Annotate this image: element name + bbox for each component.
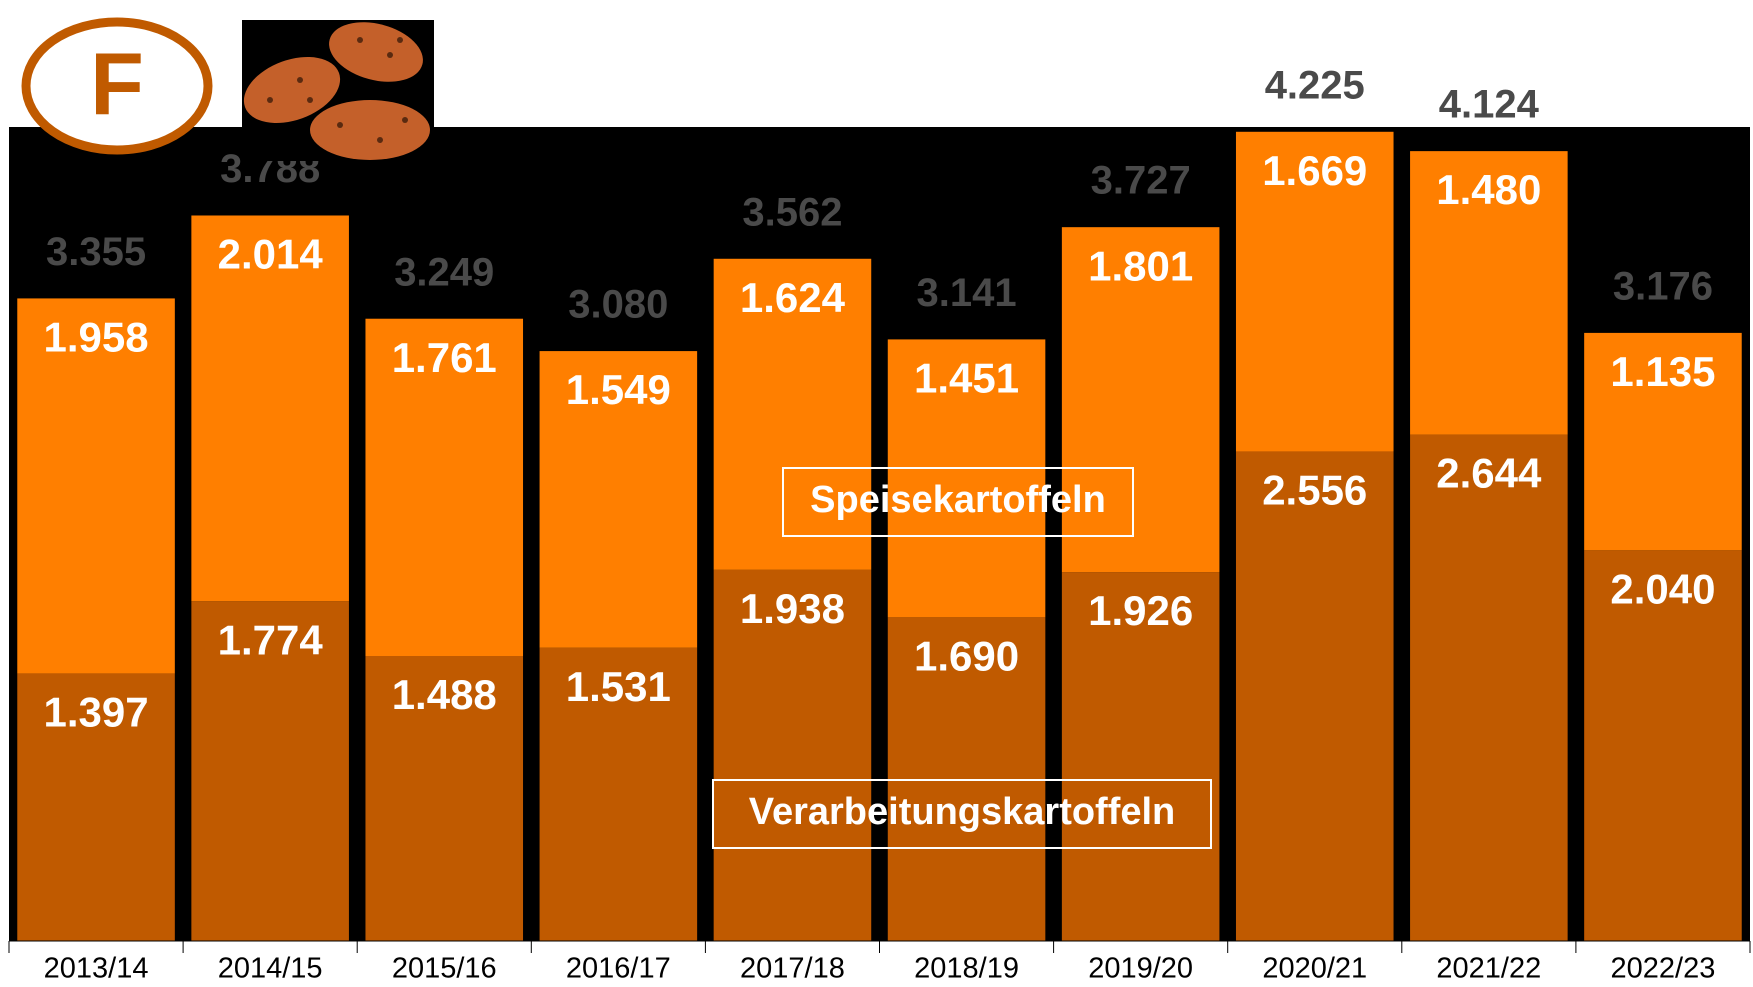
bar-segment: [1584, 550, 1742, 941]
bar-segment: [1584, 332, 1742, 551]
potato-eyes: [267, 37, 408, 143]
bar-segment: [1410, 151, 1568, 435]
potato-icon: [242, 20, 434, 161]
bar-segment: [539, 647, 698, 941]
value-label: 2.644: [1436, 450, 1542, 497]
value-label: 1.774: [218, 616, 324, 663]
x-tick-label: 2014/15: [218, 953, 323, 985]
x-tick-label: 2015/16: [392, 953, 497, 985]
value-label: 2.556: [1262, 467, 1367, 514]
x-tick-label: 2022/23: [1611, 953, 1716, 985]
total-label: 3.141: [916, 271, 1016, 315]
bar-segment: [17, 298, 175, 674]
bar-segment: [365, 318, 524, 657]
value-label: 1.926: [1088, 587, 1193, 634]
potato: [243, 57, 341, 123]
x-tick-label: 2021/22: [1436, 953, 1541, 985]
value-label: 1.451: [914, 354, 1019, 401]
bar-segment: [887, 339, 1046, 618]
value-label: 1.488: [392, 671, 497, 718]
value-label: 1.397: [43, 689, 148, 736]
total-label: 3.562: [742, 190, 842, 234]
x-tick-label: 2020/21: [1262, 953, 1367, 985]
bar-segment: [1235, 451, 1394, 941]
bar-segment: [1235, 131, 1394, 452]
total-label: 3.727: [1091, 159, 1191, 203]
x-tick-label: 2018/19: [914, 953, 1019, 985]
bar-segment: [1061, 572, 1220, 941]
bar-segment: [1410, 434, 1568, 941]
bar-segment: [191, 601, 349, 941]
value-label: 2.014: [218, 231, 324, 278]
value-label: 1.135: [1610, 348, 1715, 395]
bar-segment: [539, 351, 698, 648]
total-label: 3.176: [1613, 264, 1713, 308]
x-tick-label: 2017/18: [740, 953, 845, 985]
value-label: 1.690: [914, 632, 1019, 679]
labels: 1.3971.9583.3551.7742.0143.7881.4881.761…: [43, 63, 1715, 735]
value-label: 2.040: [1610, 565, 1715, 612]
legend-box: [712, 779, 1212, 849]
x-tick-label: 2019/20: [1088, 953, 1193, 985]
logo-letter: F: [90, 34, 144, 133]
bar-segment: [17, 673, 175, 941]
bar-segment: [1061, 227, 1220, 573]
total-label: 4.225: [1265, 63, 1365, 107]
bars: [17, 131, 1742, 941]
total-label: 4.124: [1439, 83, 1540, 127]
total-label: 3.249: [394, 250, 494, 294]
legend-label: Verarbeitungskartoffeln: [749, 791, 1176, 833]
bar-segment: [365, 656, 524, 941]
value-label: 1.761: [392, 334, 497, 381]
legend-box: [782, 467, 1134, 537]
bar-segment: [713, 569, 872, 941]
total-label: 3.355: [46, 230, 146, 274]
potato: [310, 100, 430, 160]
value-label: 1.480: [1436, 166, 1541, 213]
x-tick-label: 2016/17: [566, 953, 671, 985]
value-label: 1.531: [566, 663, 671, 710]
bar-segment: [191, 215, 349, 602]
value-label: 1.669: [1262, 147, 1367, 194]
x-tick-label: 2013/14: [44, 953, 149, 985]
value-label: 1.624: [740, 274, 846, 321]
total-label: 3.080: [568, 283, 668, 327]
logo-ellipse: [21, 17, 213, 155]
value-label: 1.958: [43, 314, 148, 361]
value-label: 1.549: [566, 366, 671, 413]
value-label: 1.801: [1088, 242, 1193, 289]
bar-segment: [713, 258, 872, 570]
value-label: 1.938: [740, 585, 845, 632]
legend-label: Speisekartoffeln: [810, 479, 1106, 521]
